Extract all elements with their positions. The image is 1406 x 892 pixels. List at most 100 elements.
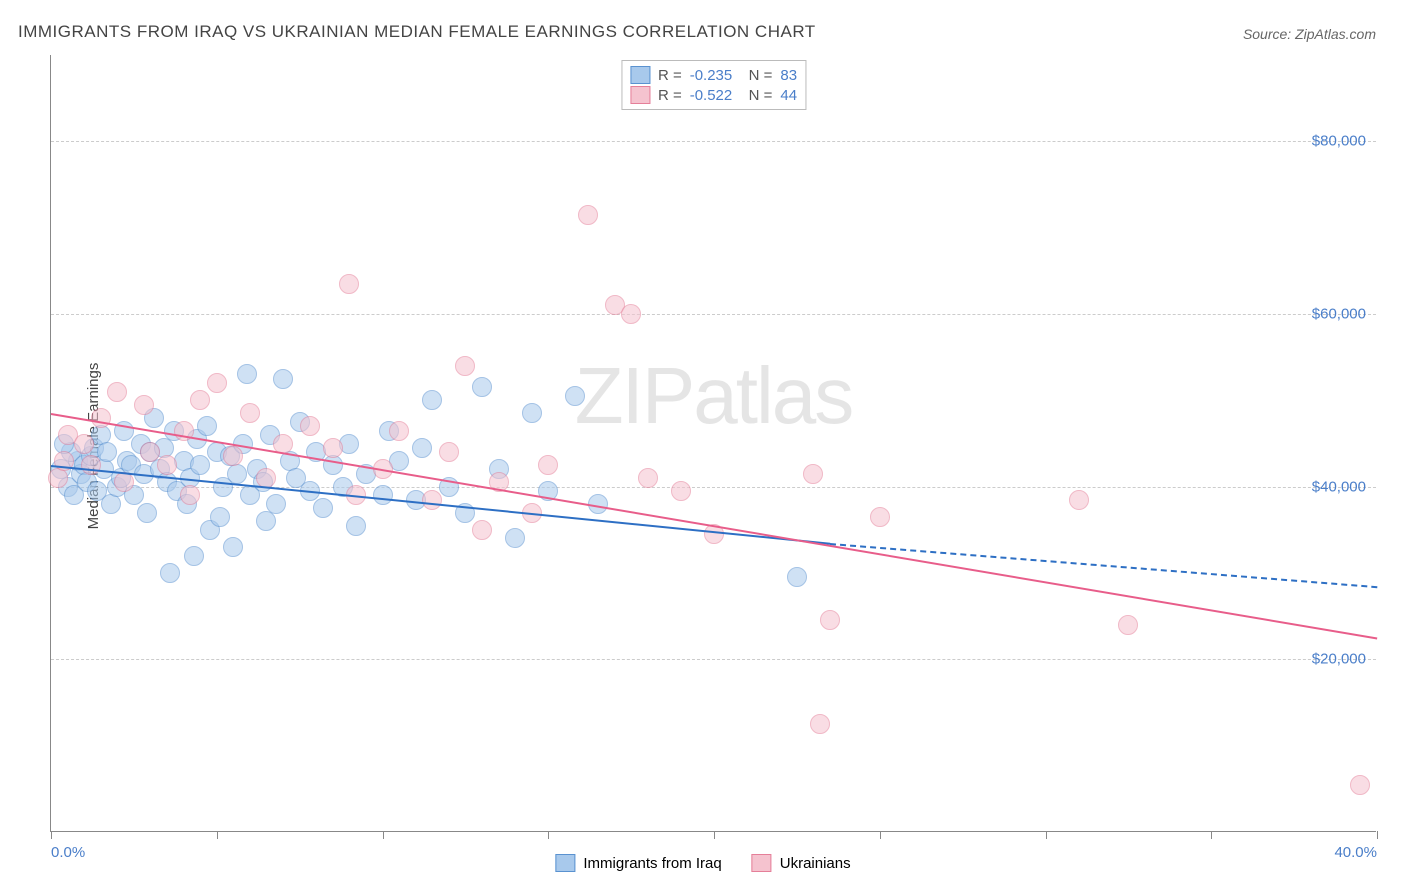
legend-label: Ukrainians: [780, 855, 851, 872]
data-point: [538, 455, 558, 475]
data-point: [114, 472, 134, 492]
x-tick: [1211, 831, 1212, 839]
trend-line: [51, 465, 830, 545]
data-point: [339, 274, 359, 294]
data-point: [455, 356, 475, 376]
y-tick-label: $80,000: [1312, 133, 1366, 150]
gridline: [51, 141, 1376, 142]
data-point: [870, 507, 890, 527]
data-point: [412, 438, 432, 458]
legend-item: Immigrants from Iraq: [555, 854, 721, 872]
x-tick-label: 40.0%: [1334, 844, 1377, 861]
data-point: [671, 481, 691, 501]
legend-swatch: [630, 66, 650, 84]
stat-label: N =: [740, 87, 772, 104]
data-point: [237, 364, 257, 384]
data-point: [422, 390, 442, 410]
legend-swatch: [555, 854, 575, 872]
data-point: [505, 528, 525, 548]
data-point: [439, 442, 459, 462]
x-tick: [548, 831, 549, 839]
legend-swatch: [752, 854, 772, 872]
trend-line: [830, 543, 1377, 588]
data-point: [160, 563, 180, 583]
data-point: [565, 386, 585, 406]
trend-line: [51, 413, 1377, 639]
source-attribution: Source: ZipAtlas.com: [1243, 26, 1376, 42]
stat-n-value: 44: [780, 87, 797, 104]
data-point: [323, 438, 343, 458]
data-point: [256, 511, 276, 531]
watermark-text: ZIPatlas: [575, 350, 852, 442]
data-point: [240, 403, 260, 423]
data-point: [1350, 775, 1370, 795]
data-point: [273, 369, 293, 389]
data-point: [472, 520, 492, 540]
data-point: [197, 416, 217, 436]
data-point: [81, 455, 101, 475]
stat-n-value: 83: [780, 67, 797, 84]
legend-label: Immigrants from Iraq: [583, 855, 721, 872]
data-point: [1118, 615, 1138, 635]
x-tick: [383, 831, 384, 839]
data-point: [184, 546, 204, 566]
data-point: [207, 373, 227, 393]
stat-label: R =: [658, 87, 682, 104]
data-point: [107, 382, 127, 402]
data-point: [810, 714, 830, 734]
data-point: [97, 442, 117, 462]
stats-legend: R = -0.235 N = 83R = -0.522 N = 44: [621, 60, 806, 110]
data-point: [638, 468, 658, 488]
data-point: [223, 537, 243, 557]
y-tick-label: $40,000: [1312, 478, 1366, 495]
legend-swatch: [630, 86, 650, 104]
y-tick-label: $20,000: [1312, 651, 1366, 668]
data-point: [323, 455, 343, 475]
data-point: [1069, 490, 1089, 510]
data-point: [134, 395, 154, 415]
data-point: [346, 516, 366, 536]
x-tick: [880, 831, 881, 839]
stats-legend-row: R = -0.235 N = 83: [630, 65, 797, 85]
data-point: [137, 503, 157, 523]
gridline: [51, 659, 1376, 660]
x-tick-label: 0.0%: [51, 844, 85, 861]
data-point: [190, 455, 210, 475]
data-point: [300, 416, 320, 436]
data-point: [820, 610, 840, 630]
data-point: [522, 403, 542, 423]
data-point: [210, 507, 230, 527]
stat-r-value: -0.235: [690, 67, 733, 84]
gridline: [51, 314, 1376, 315]
x-tick: [1046, 831, 1047, 839]
x-tick: [1377, 831, 1378, 839]
data-point: [787, 567, 807, 587]
data-point: [313, 498, 333, 518]
data-point: [101, 494, 121, 514]
data-point: [422, 490, 442, 510]
stat-r-value: -0.522: [690, 87, 733, 104]
bottom-legend: Immigrants from Iraq Ukrainians: [555, 854, 850, 872]
plot-area: ZIPatlas R = -0.235 N = 83R = -0.522 N =…: [50, 55, 1376, 832]
data-point: [578, 205, 598, 225]
legend-item: Ukrainians: [752, 854, 851, 872]
x-tick: [51, 831, 52, 839]
data-point: [223, 446, 243, 466]
chart-title: IMMIGRANTS FROM IRAQ VS UKRAINIAN MEDIAN…: [18, 22, 816, 42]
stat-label: N =: [740, 67, 772, 84]
data-point: [803, 464, 823, 484]
data-point: [48, 468, 68, 488]
stat-label: R =: [658, 67, 682, 84]
stats-legend-row: R = -0.522 N = 44: [630, 85, 797, 105]
y-tick-label: $60,000: [1312, 306, 1366, 323]
x-tick: [217, 831, 218, 839]
data-point: [227, 464, 247, 484]
data-point: [157, 455, 177, 475]
data-point: [190, 390, 210, 410]
data-point: [180, 485, 200, 505]
data-point: [373, 485, 393, 505]
x-tick: [714, 831, 715, 839]
data-point: [472, 377, 492, 397]
data-point: [621, 304, 641, 324]
data-point: [74, 434, 94, 454]
